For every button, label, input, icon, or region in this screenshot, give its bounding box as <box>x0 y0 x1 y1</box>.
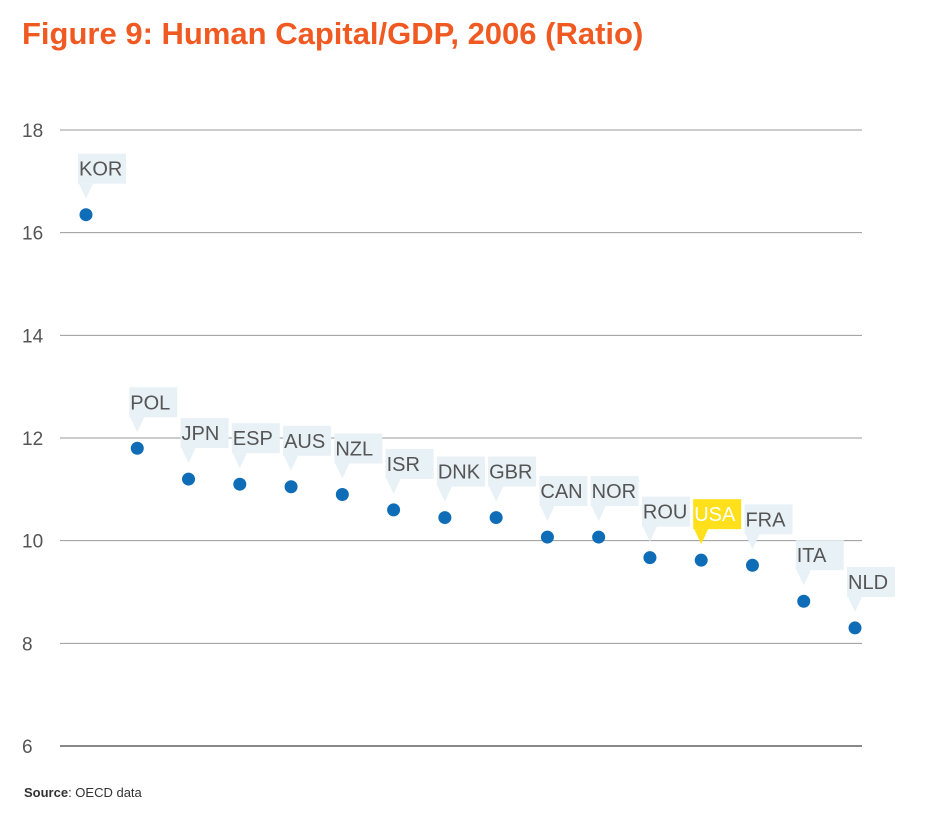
callout-box <box>436 456 485 487</box>
point-label: AUS <box>284 431 325 453</box>
point-label: POL <box>130 392 170 414</box>
data-point <box>540 530 554 544</box>
point-label: DNK <box>438 462 481 484</box>
point-label: GBR <box>489 462 532 484</box>
callout-box <box>78 153 126 184</box>
data-point <box>233 477 247 491</box>
data-point <box>130 441 144 455</box>
callout-pointer <box>591 506 606 522</box>
data-point <box>797 594 811 608</box>
point-callout: GBR <box>488 456 537 502</box>
data-point <box>438 511 452 525</box>
callout-box <box>847 566 895 597</box>
point-label: NOR <box>592 481 636 503</box>
point-callout: NOR <box>590 476 639 522</box>
data-point <box>745 558 759 572</box>
point-label: ISR <box>387 454 420 476</box>
point-label: ROU <box>643 502 687 524</box>
point-label: CAN <box>540 481 582 503</box>
point-callout: AUS <box>283 425 332 471</box>
point-label: USA <box>694 504 736 526</box>
y-tick-label: 14 <box>22 326 44 347</box>
callout-pointer <box>540 506 555 522</box>
source-note: Source: OECD data <box>24 785 142 800</box>
point-label: ESP <box>233 428 273 450</box>
callout-pointer <box>335 463 350 479</box>
point-callout: ROU <box>641 496 690 542</box>
callout-pointer <box>232 453 247 469</box>
data-point <box>694 553 708 567</box>
callout-pointer <box>694 529 709 545</box>
y-tick-label: 18 <box>22 121 43 142</box>
point-callout: POL <box>129 387 178 433</box>
callout-box <box>641 496 690 527</box>
point-callout: JPN <box>180 418 229 464</box>
data-point <box>592 530 606 544</box>
point-callout: NZL <box>334 433 383 479</box>
callout-pointer <box>489 486 504 502</box>
data-point <box>335 487 349 501</box>
chart-title: Figure 9: Human Capital/GDP, 2006 (Ratio… <box>22 16 644 51</box>
point-callout: KOR <box>78 153 126 199</box>
data-points <box>79 208 862 635</box>
callout-box <box>129 387 178 418</box>
y-tick-label: 12 <box>22 429 43 450</box>
callout-box <box>744 504 793 535</box>
y-axis-ticks: 6 8 10 12 14 16 18 <box>22 121 44 758</box>
callout-box <box>231 423 280 454</box>
data-point <box>489 511 503 525</box>
callout-pointer <box>437 486 452 502</box>
callout-pointer <box>745 534 760 550</box>
source-text: : OECD data <box>68 785 142 800</box>
data-point <box>848 621 862 635</box>
point-label: FRA <box>745 509 786 531</box>
scatter-chart: 6 8 10 12 14 16 18 KOR POL JPN ESP AUS NZL ISR DNK GBR… <box>22 121 895 758</box>
callout-pointer <box>642 526 657 542</box>
callout-pointer <box>848 596 862 612</box>
point-callout: ITA <box>795 540 844 586</box>
point-labels: KOR POL JPN ESP AUS NZL ISR DNK GBR CAN NOR ROU USA F… <box>78 153 895 612</box>
data-point <box>79 208 93 222</box>
source-label: Source <box>24 785 69 800</box>
data-point <box>387 503 401 517</box>
callout-box <box>590 476 639 507</box>
data-point <box>643 551 657 565</box>
point-callout: ISR <box>385 448 434 494</box>
point-callout: USA <box>693 499 742 545</box>
callout-pointer <box>284 455 299 471</box>
point-label: ITA <box>797 545 827 567</box>
point-callout: CAN <box>539 476 588 522</box>
gridlines <box>60 129 862 747</box>
point-label: NLD <box>848 572 888 594</box>
point-label: JPN <box>182 423 220 445</box>
callout-pointer <box>386 478 401 494</box>
callout-pointer <box>796 570 811 586</box>
y-tick-label: 10 <box>22 532 43 553</box>
callout-box <box>795 540 844 571</box>
point-label: NZL <box>335 438 373 460</box>
callout-box <box>385 448 434 479</box>
y-tick-label: 6 <box>22 737 33 758</box>
point-callout: NLD <box>847 566 895 612</box>
callout-pointer <box>130 417 145 433</box>
callout-box <box>539 476 588 507</box>
y-tick-label: 16 <box>22 224 43 245</box>
callout-pointer <box>79 183 93 199</box>
data-point <box>284 480 298 494</box>
callout-box <box>693 499 742 530</box>
point-callout: DNK <box>436 456 485 502</box>
data-point <box>182 472 196 486</box>
callout-box <box>334 433 383 464</box>
callout-box <box>283 425 332 456</box>
callout-pointer <box>181 448 196 464</box>
callout-box <box>180 418 229 449</box>
point-callout: FRA <box>744 504 793 550</box>
point-callout: ESP <box>231 423 280 469</box>
point-label: KOR <box>79 159 122 181</box>
callout-box <box>488 456 537 487</box>
y-tick-label: 8 <box>22 634 33 655</box>
